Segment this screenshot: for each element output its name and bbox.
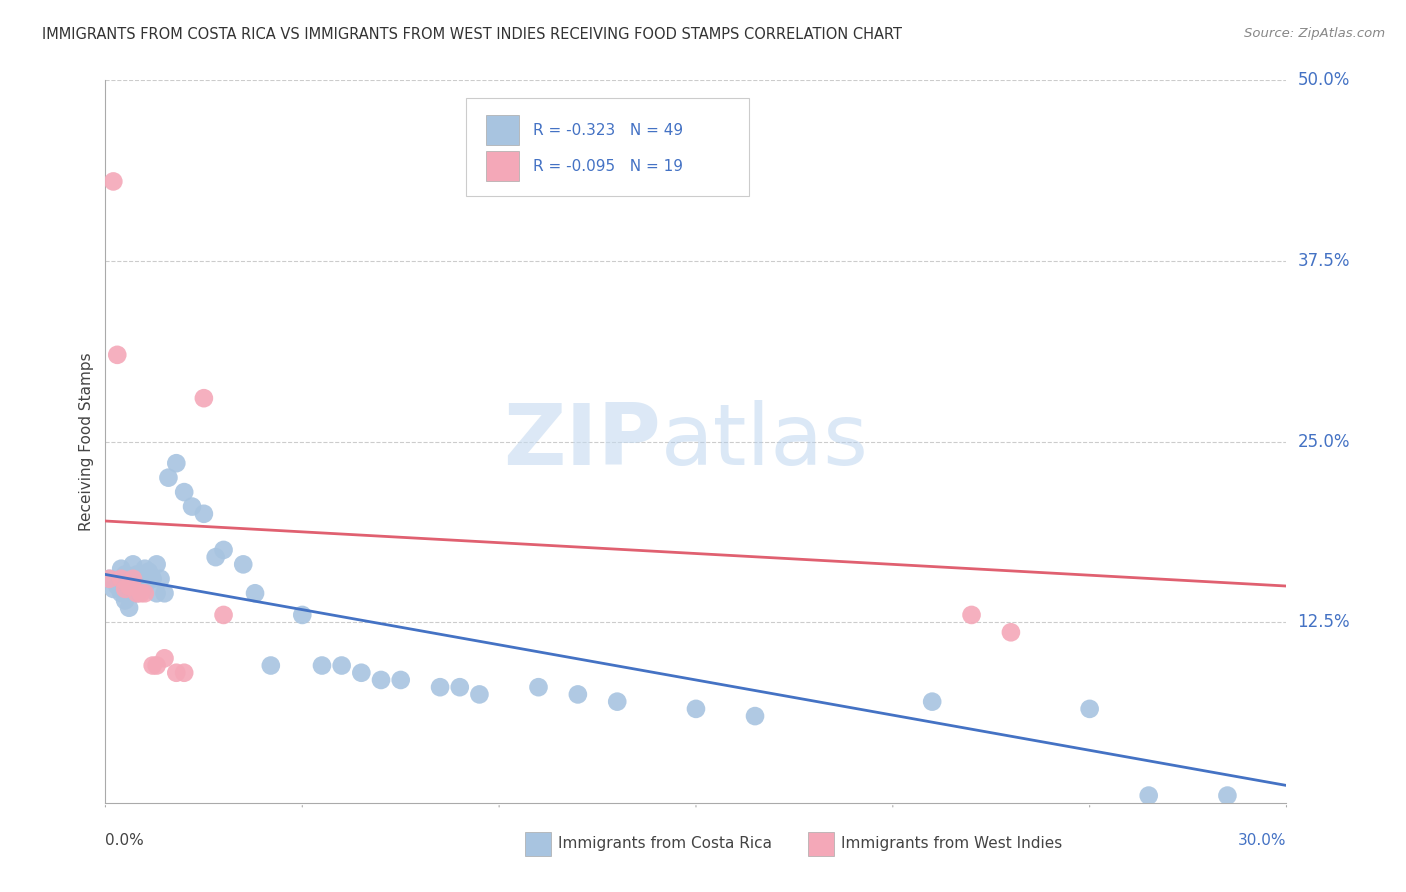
Point (118, 579, 141, 593)
Point (744, 709, 766, 723)
Point (142, 572, 165, 586)
Point (181, 500, 204, 514)
Point (350, 665, 373, 680)
Point (429, 680, 451, 694)
FancyBboxPatch shape (485, 115, 519, 145)
Point (129, 572, 152, 586)
Text: ZIP: ZIP (503, 400, 661, 483)
Point (134, 586, 156, 600)
Point (129, 586, 152, 600)
Point (1078, 702, 1101, 716)
Point (142, 658, 165, 673)
FancyBboxPatch shape (485, 151, 519, 181)
Point (122, 558, 145, 572)
Point (204, 550, 226, 565)
Point (157, 470, 180, 484)
Point (98, 572, 121, 586)
Point (1216, 789, 1239, 803)
Point (125, 567, 148, 582)
FancyBboxPatch shape (524, 832, 551, 855)
Point (606, 695, 628, 709)
Text: 12.5%: 12.5% (1298, 613, 1350, 632)
Point (125, 586, 148, 600)
Point (260, 658, 283, 673)
Point (243, 586, 266, 600)
Text: 37.5%: 37.5% (1298, 252, 1350, 270)
Point (103, 174, 125, 188)
Text: R = -0.323   N = 49: R = -0.323 N = 49 (533, 122, 683, 137)
Point (468, 687, 491, 701)
Point (122, 572, 145, 586)
Point (114, 582, 136, 596)
Point (122, 572, 145, 586)
Point (449, 680, 471, 694)
Point (370, 673, 392, 687)
FancyBboxPatch shape (808, 832, 834, 855)
Point (330, 658, 353, 673)
Point (311, 658, 333, 673)
Text: 25.0%: 25.0% (1298, 433, 1350, 450)
Text: 30.0%: 30.0% (1239, 833, 1286, 848)
Point (685, 702, 707, 716)
Point (921, 695, 943, 709)
Point (134, 579, 156, 593)
Text: Immigrants from West Indies: Immigrants from West Indies (841, 837, 1063, 852)
Point (114, 567, 136, 582)
Point (165, 665, 187, 680)
Point (110, 586, 132, 600)
Point (960, 607, 983, 622)
Point (153, 651, 176, 665)
Point (1000, 625, 1022, 640)
Point (134, 562, 156, 576)
Point (173, 485, 195, 500)
Point (212, 542, 235, 557)
Point (125, 586, 148, 600)
Point (153, 586, 176, 600)
Point (527, 680, 550, 694)
Point (212, 607, 235, 622)
Point (110, 572, 132, 586)
Text: Immigrants from Costa Rica: Immigrants from Costa Rica (558, 837, 772, 852)
Point (103, 582, 125, 596)
Point (145, 586, 167, 600)
Point (193, 507, 215, 521)
Point (149, 572, 172, 586)
Text: IMMIGRANTS FROM COSTA RICA VS IMMIGRANTS FROM WEST INDIES RECEIVING FOOD STAMPS : IMMIGRANTS FROM COSTA RICA VS IMMIGRANTS… (42, 27, 903, 42)
Point (232, 558, 254, 572)
Point (389, 673, 412, 687)
Text: Source: ZipAtlas.com: Source: ZipAtlas.com (1244, 27, 1385, 40)
Point (145, 658, 167, 673)
Point (105, 579, 128, 593)
Text: 0.0%: 0.0% (105, 833, 145, 848)
Point (173, 665, 195, 680)
Point (114, 593, 136, 607)
Point (105, 348, 128, 362)
Point (110, 562, 132, 576)
Point (291, 607, 314, 622)
Point (193, 391, 215, 405)
Point (118, 600, 141, 615)
Y-axis label: Receiving Food Stamps: Receiving Food Stamps (79, 352, 94, 531)
FancyBboxPatch shape (465, 98, 749, 196)
Text: 50.0%: 50.0% (1298, 71, 1350, 89)
Point (1137, 789, 1160, 803)
Point (567, 687, 589, 701)
Text: R = -0.095   N = 19: R = -0.095 N = 19 (533, 159, 683, 174)
Point (165, 456, 187, 470)
Point (138, 565, 160, 579)
Point (145, 558, 167, 572)
Text: atlas: atlas (661, 400, 869, 483)
Point (98, 572, 121, 586)
